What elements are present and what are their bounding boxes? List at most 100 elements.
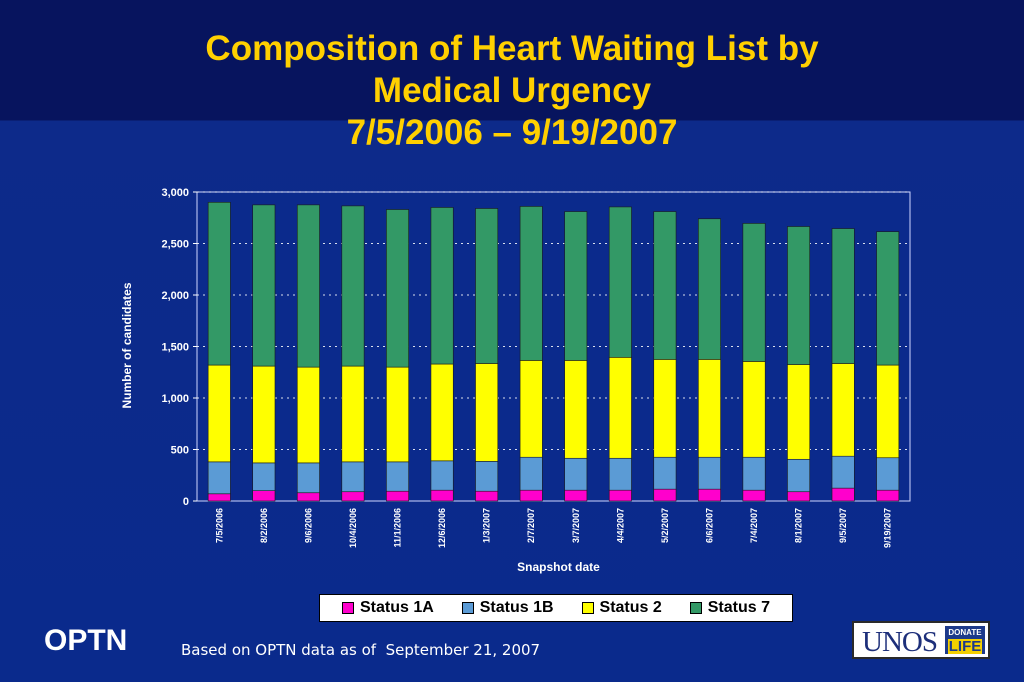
- bar-status-2: [653, 359, 677, 458]
- bar-status-1b: [341, 461, 365, 493]
- bar-status-1a: [831, 487, 855, 502]
- bar-status-1a: [296, 492, 320, 502]
- x-tick-label: 9/6/2006: [303, 508, 313, 543]
- bar-status-7: [386, 209, 409, 368]
- y-axis-title: Number of candidates: [120, 282, 134, 408]
- bar-status-1a: [653, 488, 677, 502]
- legend-item-status-1a: Status 1A: [341, 599, 434, 617]
- y-tick-label: 500: [171, 445, 189, 457]
- x-tick-label: 10/4/2006: [348, 508, 358, 548]
- bar-status-1b: [207, 461, 231, 495]
- bar-status-1a: [207, 493, 231, 502]
- bar-status-1b: [698, 456, 721, 490]
- bar-status-1a: [386, 490, 409, 502]
- bar-status-7: [207, 202, 231, 366]
- legend-label-status-1b: Status 1B: [479, 599, 554, 616]
- bar-status-1b: [787, 458, 811, 493]
- donate-life-badge: DONATE LIFE: [945, 626, 985, 654]
- optn-logo: OPTN: [44, 624, 128, 657]
- bar-status-7: [608, 206, 632, 358]
- bar-status-1b: [831, 455, 855, 489]
- x-tick-label: 6/6/2007: [704, 508, 714, 543]
- bar-status-1b: [430, 460, 454, 491]
- chart-legend: Status 1A Status 1B Status 2 Status 7: [319, 594, 793, 622]
- bar-status-1a: [742, 489, 766, 502]
- bar-status-7: [787, 226, 811, 365]
- bar-status-7: [296, 204, 320, 368]
- x-tick-label: 11/1/2006: [393, 508, 403, 548]
- bar-status-1b: [564, 457, 588, 491]
- y-tick-label: 3,000: [161, 187, 189, 199]
- unos-logo-text: UNOS: [862, 626, 938, 658]
- bar-status-2: [787, 364, 811, 460]
- bar-status-1b: [653, 456, 677, 490]
- legend-label-status-7: Status 7: [707, 599, 770, 616]
- legend-label-status-2: Status 2: [599, 599, 662, 616]
- bar-status-2: [341, 365, 365, 463]
- bar-status-1b: [386, 461, 409, 492]
- x-tick-label: 1/3/2007: [482, 508, 492, 543]
- bar-status-2: [608, 357, 632, 459]
- legend-item-status-1b: Status 1B: [461, 599, 554, 617]
- bar-status-2: [876, 364, 900, 459]
- bar-status-7: [430, 207, 454, 365]
- bar-status-2: [207, 364, 231, 463]
- x-tick-label: 12/6/2006: [437, 508, 447, 548]
- x-tick-label: 4/4/2007: [615, 508, 625, 543]
- bar-status-1a: [252, 490, 276, 502]
- y-tick-label: 2,500: [161, 239, 189, 251]
- bar-status-1b: [608, 457, 632, 491]
- x-tick-label: 9/5/2007: [838, 508, 848, 543]
- bar-status-7: [742, 223, 766, 362]
- x-tick-label: 7/5/2006: [214, 508, 224, 543]
- bar-status-1b: [252, 462, 276, 492]
- x-tick-label: 8/1/2007: [794, 508, 804, 543]
- bar-status-7: [475, 208, 499, 364]
- bar-status-7: [341, 205, 365, 367]
- x-tick-label: 7/4/2007: [749, 508, 759, 543]
- bar-status-7: [519, 206, 543, 361]
- chart-title-line-3: 7/5/2006 – 9/19/2007: [346, 113, 678, 152]
- bar-status-2: [698, 359, 721, 458]
- y-tick-label: 1,500: [161, 342, 189, 354]
- legend-swatch-status-2: [581, 602, 594, 614]
- bar-status-2: [386, 366, 409, 463]
- bar-status-1b: [475, 461, 499, 492]
- bar-status-2: [831, 363, 855, 457]
- y-tick-label: 2,000: [161, 290, 189, 302]
- bar-status-1a: [698, 488, 721, 502]
- unos-logo: UNOS DONATE LIFE: [852, 621, 990, 659]
- bar-status-7: [698, 218, 721, 360]
- bar-status-1a: [608, 489, 632, 502]
- legend-item-status-2: Status 2: [581, 599, 662, 617]
- bar-status-1a: [430, 489, 454, 502]
- bar-status-7: [876, 231, 900, 366]
- y-tick-label: 0: [183, 496, 189, 508]
- bar-status-1a: [475, 490, 499, 502]
- legend-swatch-status-1b: [461, 602, 474, 614]
- bar-status-1a: [519, 489, 543, 502]
- bar-status-2: [252, 365, 276, 464]
- bar-status-2: [564, 360, 588, 459]
- bar-status-1b: [876, 457, 900, 491]
- bar-status-1a: [876, 489, 900, 502]
- bar-status-1b: [296, 462, 320, 494]
- bar-status-2: [296, 366, 320, 464]
- x-tick-label: 2/7/2007: [526, 508, 536, 543]
- bar-status-2: [519, 360, 543, 458]
- x-tick-label: 3/7/2007: [571, 508, 581, 543]
- legend-swatch-status-1a: [341, 602, 354, 614]
- chart-title-line-1: Composition of Heart Waiting List by: [205, 29, 819, 68]
- y-tick-label: 1,000: [161, 393, 189, 405]
- bar-status-7: [252, 204, 276, 367]
- donate-life-badge-top: DONATE: [948, 628, 982, 637]
- legend-label-status-1a: Status 1A: [359, 599, 434, 616]
- bar-status-1a: [787, 491, 811, 502]
- x-axis-title: Snapshot date: [517, 560, 600, 574]
- legend-item-status-7: Status 7: [689, 599, 770, 617]
- x-tick-label: 8/2/2006: [259, 508, 269, 543]
- bar-status-1a: [341, 491, 365, 502]
- x-tick-label: 9/19/2007: [883, 508, 893, 548]
- bar-status-7: [831, 228, 855, 364]
